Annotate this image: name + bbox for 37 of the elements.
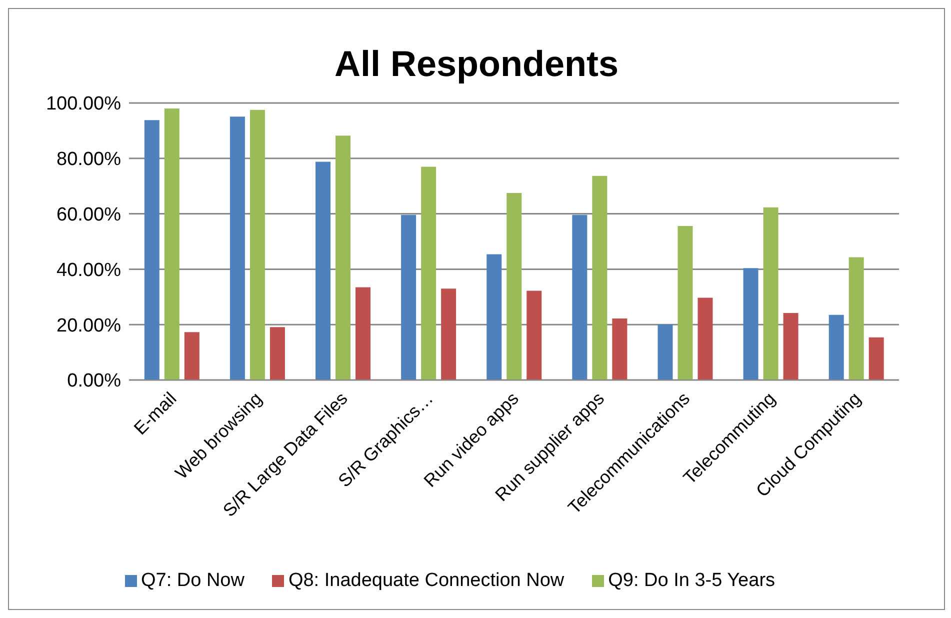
y-tick-label: 100.00% xyxy=(46,94,122,115)
bar xyxy=(743,268,758,380)
y-tick-label: 0.00% xyxy=(67,370,122,392)
bar xyxy=(526,290,542,380)
bar xyxy=(184,332,200,380)
bar xyxy=(678,226,693,380)
bar xyxy=(698,298,713,380)
bar xyxy=(441,288,456,380)
y-tick-label: 20.00% xyxy=(56,315,122,336)
y-tick-label: 60.00% xyxy=(56,204,122,226)
bar xyxy=(506,193,522,380)
bar xyxy=(421,166,436,380)
bar xyxy=(572,214,588,380)
bar xyxy=(783,312,798,380)
bar xyxy=(486,254,502,380)
bar xyxy=(316,162,331,380)
bar xyxy=(356,287,371,380)
chart-title: All Respondents xyxy=(333,43,620,86)
bar xyxy=(848,257,864,380)
bar xyxy=(230,116,245,380)
bar xyxy=(868,337,884,380)
y-tick-label: 40.00% xyxy=(56,260,122,281)
legend-label: Q9: Do In 3-5 Years xyxy=(608,570,776,591)
bar xyxy=(336,136,351,380)
bar xyxy=(592,176,608,380)
bar xyxy=(401,214,416,380)
y-tick-label: 80.00% xyxy=(56,149,122,170)
bar xyxy=(763,207,778,380)
bar xyxy=(250,110,265,380)
bar xyxy=(144,120,160,380)
bar xyxy=(164,108,180,380)
legend-label: Q8: Inadequate Connection Now xyxy=(288,570,564,591)
bar xyxy=(658,324,673,380)
bar xyxy=(270,327,285,380)
legend-label: Q7: Do Now xyxy=(140,570,244,591)
bar xyxy=(612,318,628,380)
bar xyxy=(828,314,844,380)
